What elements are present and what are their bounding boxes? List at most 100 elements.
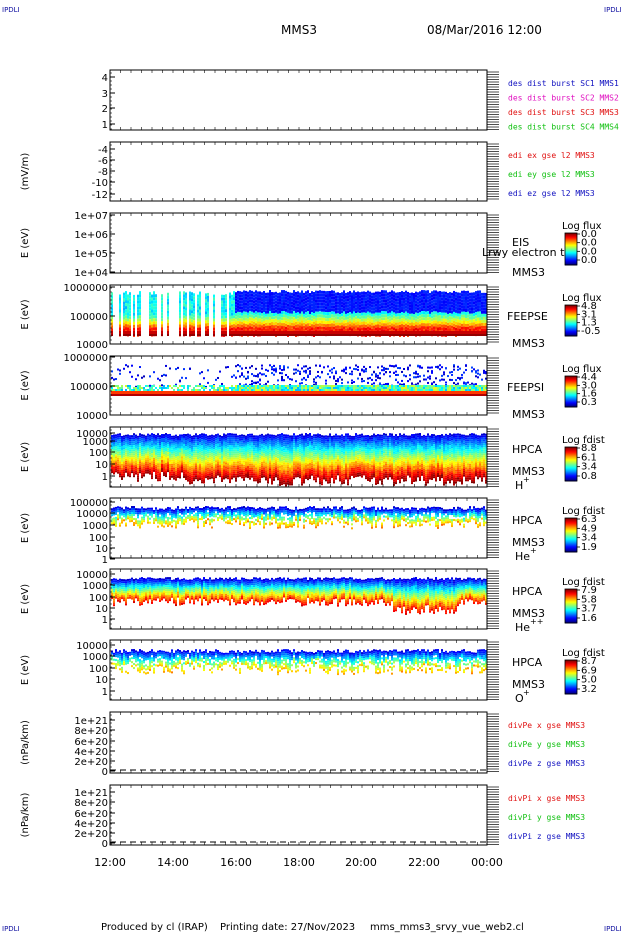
x-tick-label: 00:00 xyxy=(471,856,503,869)
colorbar-segment xyxy=(565,612,577,615)
footer-script-name: mms_mms3_srvy_vue_web2.cl xyxy=(370,922,524,933)
legend-entry: des dist burst SC4 MMS4 xyxy=(508,123,619,132)
legend-entry: edi ey gse l2 MMS3 xyxy=(508,170,595,179)
colorbar-segment xyxy=(565,547,577,550)
colorbar-segment xyxy=(565,249,577,251)
y-tick-label: 10000 xyxy=(76,641,108,652)
panel-frame xyxy=(109,212,488,274)
colorbar-segment xyxy=(565,531,577,534)
colorbar-segment xyxy=(565,305,577,307)
legend-entry: divPe x gse MMS3 xyxy=(508,721,585,730)
y-axis-label: E (eV) xyxy=(20,584,31,614)
colorbar-segment xyxy=(565,250,577,252)
y-tick-label: 3 xyxy=(102,89,108,100)
colorbar-segment xyxy=(565,311,577,313)
colorbar-segment xyxy=(565,244,577,247)
colorbar-segment xyxy=(565,613,577,616)
colorbar-segment xyxy=(565,458,577,460)
y-tick-label: 8e+20 xyxy=(74,726,108,737)
y-tick-label: 100 xyxy=(89,533,108,544)
colorbar-segment xyxy=(565,306,577,308)
spectrogram-hpca-o xyxy=(111,649,487,676)
y-tick-label: 10000 xyxy=(76,340,108,351)
y-tick-label: 1 xyxy=(102,120,108,131)
colorbar-segment xyxy=(565,604,577,607)
species-label: O xyxy=(515,692,524,705)
colorbar-segment xyxy=(565,603,577,606)
colorbar-segment xyxy=(565,598,577,600)
colorbar-segment xyxy=(565,235,577,237)
colorbar-segment xyxy=(565,469,577,472)
colorbar-tick-label: 5.8 xyxy=(581,594,597,605)
colorbar-segment xyxy=(565,683,577,686)
y-tick-label: 100000 xyxy=(70,382,108,393)
colorbar-segment xyxy=(565,322,577,325)
colorbar-segment xyxy=(565,518,577,520)
colorbar-segment xyxy=(565,234,577,236)
colorbar-segment xyxy=(565,404,577,407)
colorbar-tick-label: 6.1 xyxy=(581,452,597,463)
colorbar-segment xyxy=(565,381,577,383)
colorbar-title: Log flux xyxy=(562,364,602,375)
colorbar-segment xyxy=(565,594,577,597)
instrument-label: FEEPSI xyxy=(507,381,544,394)
colorbar-segment xyxy=(565,548,577,551)
colorbar-segment xyxy=(565,593,577,596)
instrument-label: HPCA xyxy=(512,656,543,669)
colorbar-segment xyxy=(565,675,577,678)
legend-entry: des dist burst SC2 MMS2 xyxy=(508,94,619,103)
colorbar-segment xyxy=(565,619,577,622)
colorbar-title: Log fdist xyxy=(562,506,605,517)
y-tick-label: 10000 xyxy=(76,429,108,440)
colorbar-segment xyxy=(565,329,577,332)
colorbar-segment xyxy=(565,477,577,480)
colorbar-segment xyxy=(565,388,577,390)
colorbar-segment xyxy=(565,669,577,671)
overlay-text: Lrwy electron to xyxy=(482,246,571,259)
legend-entry: des dist burst SC1 MMS1 xyxy=(508,79,619,88)
colorbar-frame xyxy=(564,588,578,624)
corner-mark-tl: IPDLI xyxy=(2,6,20,14)
colorbar-title: Log flux xyxy=(562,293,602,304)
colorbar-tick-label: 1.3 xyxy=(581,318,597,329)
colorbar-segment xyxy=(565,316,577,318)
colorbar-segment xyxy=(565,233,577,235)
y-tick-label: 1e+06 xyxy=(74,230,108,241)
colorbar-segment xyxy=(565,401,577,404)
colorbar-segment xyxy=(565,615,577,617)
colorbar-segment xyxy=(565,453,577,456)
legend-entry: edi ex gse l2 MMS3 xyxy=(508,151,595,160)
species-charge: + xyxy=(523,475,530,484)
y-tick-label: 1 xyxy=(102,687,108,698)
colorbar-segment xyxy=(565,527,577,529)
colorbar-segment xyxy=(565,398,577,401)
y-tick-label: 10 xyxy=(95,604,108,615)
colorbar-segment xyxy=(565,450,577,453)
colorbar-segment xyxy=(565,327,577,330)
y-axis-label: (nPa/km) xyxy=(20,720,31,765)
colorbar-segment xyxy=(565,324,577,327)
colorbar-segment xyxy=(565,546,577,548)
colorbar-segment xyxy=(565,684,577,687)
y-tick-label: -10 xyxy=(92,178,108,189)
colorbar-segment xyxy=(565,253,577,255)
panel-feepse: 1000000 100000 10000 E (eV) FEEPSE MMS3 Log fl… xyxy=(20,283,602,351)
colorbar-segment xyxy=(565,664,577,667)
y-tick-label: 100000 xyxy=(70,498,108,509)
colorbar-segment xyxy=(565,476,577,479)
footer-produced-by: Produced by cl (IRAP) xyxy=(101,922,208,933)
colorbar-segment xyxy=(565,262,577,265)
colorbar-segment xyxy=(565,538,577,541)
y-axis-label: E (eV) xyxy=(20,299,31,329)
spacecraft-label: MMS3 xyxy=(512,607,545,620)
y-tick-label: 1e+21 xyxy=(74,716,108,727)
colorbar-frame xyxy=(564,375,578,408)
y-tick-label: 0 xyxy=(102,767,108,778)
colorbar-segment xyxy=(565,672,577,675)
colorbar-segment xyxy=(565,667,577,670)
colorbar-frame xyxy=(564,304,578,337)
colorbar-tick-label: 1.6 xyxy=(581,389,597,400)
colorbar-segment xyxy=(565,539,577,542)
y-tick-label: 4 xyxy=(102,73,108,84)
